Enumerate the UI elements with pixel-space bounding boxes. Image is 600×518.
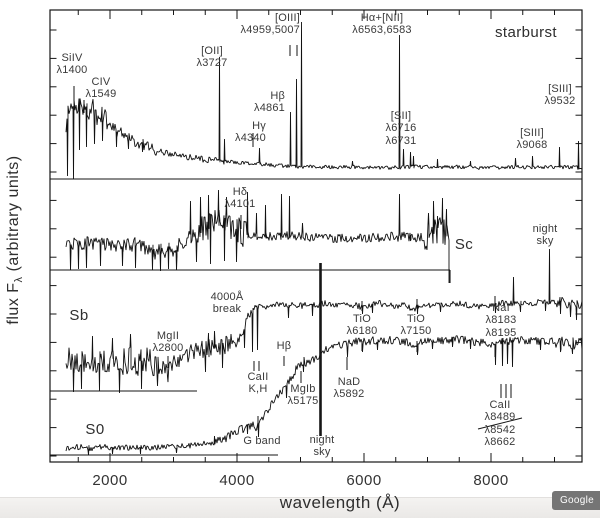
caii-leader-line — [477, 417, 523, 430]
spectral-line-label: G band — [243, 435, 281, 447]
x-tick-label: 2000 — [92, 472, 128, 489]
spectral-line-label: CIV λ1549 — [85, 76, 117, 101]
spectrum-sb — [65, 248, 583, 394]
google-badge[interactable]: Google — [551, 491, 600, 510]
spectral-line-label: 4000Å break — [210, 291, 244, 316]
panel-label-sc: Sc — [454, 236, 474, 253]
spectral-line-label: night sky — [309, 434, 335, 459]
spectral-line-label: [OIII] λ4959,5007 — [240, 12, 300, 37]
y-axis-label: flux Fλ (arbitrary units) — [5, 155, 25, 324]
panel-label-starburst: starburst — [495, 24, 557, 41]
y-axis-lambda-subscript: λ — [13, 276, 26, 283]
x-tick-label: 6000 — [346, 472, 382, 489]
y-axis-label-units: (arbitrary units) — [4, 155, 22, 277]
spectral-line-label: [SIII] λ9068 — [516, 127, 548, 152]
spectral-line-label: MgIb λ5175 — [287, 383, 319, 408]
spectral-line-label: Hβ λ4861 — [254, 90, 285, 115]
spectral-line-label: Hδ λ4101 — [224, 186, 256, 211]
plot-frame — [49, 9, 583, 463]
spectral-line-label: CaII K,H — [247, 371, 269, 396]
panel-label-sb: Sb — [69, 307, 89, 324]
x-tick-label: 8000 — [473, 472, 509, 489]
spectral-line-label: [SIII] λ9532 — [544, 83, 576, 108]
spectrum-starburst — [65, 21, 583, 180]
spectral-line-label: TiO λ6180 — [346, 313, 378, 338]
x-axis-label: wavelength (Å) — [279, 493, 401, 512]
spectral-line-label: MgII λ2800 — [152, 330, 184, 355]
spectrum-s0 — [65, 335, 583, 456]
spectral-line-label: [SII] λ6716 λ6731 — [385, 110, 417, 147]
spectral-line-label: TiO λ7150 — [400, 313, 432, 338]
panel-label-s0: S0 — [85, 421, 105, 438]
spectral-line-label: Hβ — [276, 340, 292, 352]
spectral-line-label: SiIV λ1400 — [56, 52, 88, 77]
page-bottom-strip — [0, 497, 600, 518]
y-axis-label-text: flux F — [4, 282, 22, 325]
spectrum-sc — [65, 189, 450, 283]
spectral-line-label: Hγ λ4340 — [235, 120, 266, 145]
spectral-line-label: Hα+[NII] λ6563,6583 — [352, 12, 412, 37]
x-tick-label: 4000 — [219, 472, 255, 489]
spectral-line-label: CaII λ8489 λ8542 λ8662 — [484, 399, 516, 449]
spectral-line-label: [OII] λ3727 — [196, 45, 228, 70]
spectral-line-label: NaI λ8183 λ8195 — [485, 302, 517, 339]
spectral-line-label: night sky — [532, 223, 558, 248]
spectral-line-label: NaD λ5892 — [333, 376, 365, 401]
